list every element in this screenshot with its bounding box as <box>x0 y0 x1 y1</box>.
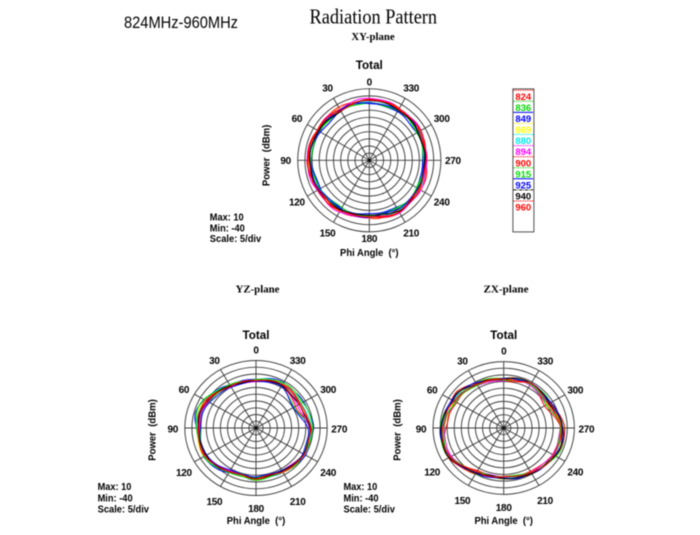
svg-text:30: 30 <box>209 356 220 367</box>
svg-text:90: 90 <box>168 425 179 436</box>
svg-text:XY-plane: XY-plane <box>351 31 394 43</box>
svg-text:960: 960 <box>515 203 531 214</box>
svg-text:60: 60 <box>427 385 438 396</box>
svg-text:0: 0 <box>367 78 373 89</box>
svg-text:Scale: 5/div: Scale: 5/div <box>344 505 396 516</box>
svg-text:Phi Angle (°): Phi Angle (°) <box>474 515 533 527</box>
svg-text:915: 915 <box>515 169 532 180</box>
svg-text:880: 880 <box>515 136 531 147</box>
svg-text:Power (dBm): Power (dBm) <box>147 399 159 461</box>
svg-text:120: 120 <box>176 468 193 479</box>
svg-text:150: 150 <box>207 497 224 508</box>
svg-text:90: 90 <box>280 156 291 167</box>
svg-text:869: 869 <box>515 125 531 136</box>
svg-text:180: 180 <box>248 504 265 515</box>
svg-text:150: 150 <box>455 496 472 507</box>
svg-text:300: 300 <box>434 114 451 125</box>
svg-text:YZ-plane: YZ-plane <box>236 284 280 296</box>
svg-text:210: 210 <box>290 497 307 508</box>
svg-text:ZX-plane: ZX-plane <box>484 284 529 296</box>
svg-text:900: 900 <box>515 158 531 169</box>
svg-text:120: 120 <box>289 198 306 209</box>
svg-text:836: 836 <box>515 103 531 114</box>
svg-text:Max: 10: Max: 10 <box>98 482 132 493</box>
svg-text:330: 330 <box>403 84 420 95</box>
svg-text:30: 30 <box>322 84 333 95</box>
svg-text:150: 150 <box>320 228 337 239</box>
svg-text:270: 270 <box>445 156 462 167</box>
svg-text:270: 270 <box>331 425 348 436</box>
svg-text:120: 120 <box>424 467 441 478</box>
svg-text:Total: Total <box>243 328 270 342</box>
svg-text:Radiation Pattern: Radiation Pattern <box>310 5 438 29</box>
svg-text:Min: -40: Min: -40 <box>344 494 379 505</box>
svg-text:180: 180 <box>361 234 378 245</box>
svg-text:0: 0 <box>501 347 507 358</box>
svg-text:Phi Angle (°): Phi Angle (°) <box>227 515 286 527</box>
svg-text:330: 330 <box>537 357 554 368</box>
svg-text:Phi Angle (°): Phi Angle (°) <box>340 247 399 259</box>
svg-text:60: 60 <box>292 114 303 125</box>
svg-text:Max: 10: Max: 10 <box>210 213 244 224</box>
svg-text:Total: Total <box>490 328 517 342</box>
svg-text:330: 330 <box>290 356 307 367</box>
svg-text:Scale: 5/div: Scale: 5/div <box>210 234 262 245</box>
svg-text:90: 90 <box>416 425 427 436</box>
svg-text:Total: Total <box>356 58 383 72</box>
svg-text:Max: 10: Max: 10 <box>344 482 378 493</box>
svg-text:Min: -40: Min: -40 <box>210 224 245 235</box>
svg-text:Power (dBm): Power (dBm) <box>261 125 273 187</box>
svg-text:Power (dBm): Power (dBm) <box>392 399 404 461</box>
svg-text:824: 824 <box>515 92 532 103</box>
svg-text:849: 849 <box>515 114 531 125</box>
svg-text:Min: -40: Min: -40 <box>98 494 133 505</box>
svg-text:894: 894 <box>515 147 532 158</box>
svg-text:270: 270 <box>579 425 596 436</box>
svg-text:300: 300 <box>567 385 584 396</box>
svg-text:925: 925 <box>515 180 532 191</box>
svg-text:180: 180 <box>496 503 513 514</box>
svg-text:300: 300 <box>320 385 337 396</box>
svg-text:240: 240 <box>320 468 337 479</box>
svg-text:210: 210 <box>403 228 420 239</box>
svg-text:240: 240 <box>434 198 451 209</box>
svg-text:30: 30 <box>457 357 468 368</box>
svg-text:824MHz-960MHz: 824MHz-960MHz <box>124 14 238 32</box>
svg-text:0: 0 <box>253 346 259 357</box>
svg-text:60: 60 <box>179 385 190 396</box>
svg-text:210: 210 <box>537 496 554 507</box>
svg-text:240: 240 <box>567 467 584 478</box>
svg-text:Scale: 5/div: Scale: 5/div <box>98 505 150 516</box>
svg-text:940: 940 <box>515 192 531 203</box>
